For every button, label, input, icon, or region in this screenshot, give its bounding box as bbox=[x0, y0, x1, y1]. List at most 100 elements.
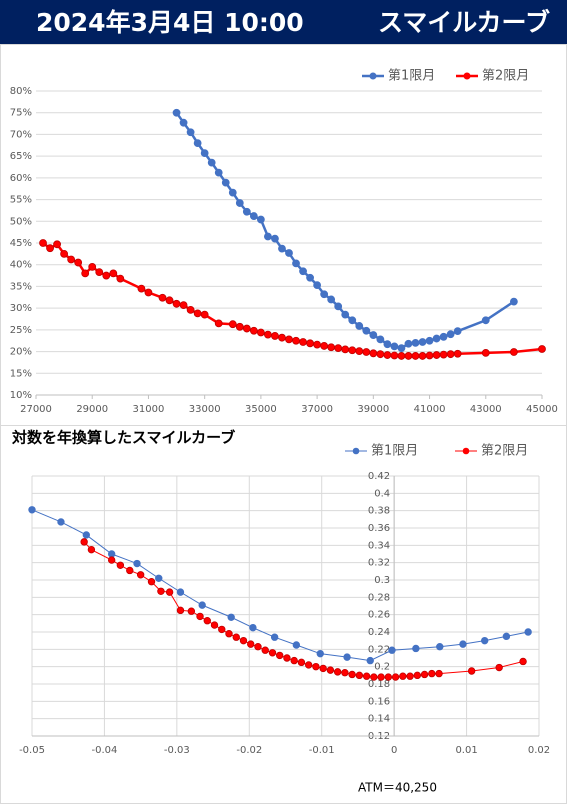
data-point bbox=[299, 338, 307, 346]
data-point bbox=[313, 340, 322, 349]
y-tick-label: 35% bbox=[10, 281, 32, 292]
data-point bbox=[397, 344, 406, 352]
data-point bbox=[446, 350, 455, 359]
y-tick-label: 30% bbox=[10, 303, 32, 314]
header-bar bbox=[0, 0, 567, 44]
x-tick-label: 0.02 bbox=[528, 745, 550, 756]
data-point bbox=[227, 613, 235, 621]
data-point bbox=[264, 232, 272, 241]
y-tick-label: 0.22 bbox=[368, 644, 390, 655]
data-point bbox=[198, 601, 206, 609]
data-point bbox=[256, 328, 265, 337]
data-point bbox=[207, 158, 216, 167]
x-tick-label: 45000 bbox=[526, 404, 558, 415]
data-point bbox=[221, 178, 230, 187]
data-point bbox=[316, 649, 324, 658]
data-point bbox=[388, 646, 396, 654]
data-point bbox=[404, 352, 413, 360]
data-point bbox=[502, 632, 511, 641]
data-point bbox=[144, 288, 153, 297]
y-tick-label: 75% bbox=[10, 108, 32, 119]
data-point bbox=[214, 168, 223, 177]
data-point bbox=[179, 301, 188, 310]
data-point bbox=[495, 663, 503, 672]
data-point bbox=[327, 295, 336, 304]
data-point bbox=[172, 299, 181, 308]
y-tick-label: 0.18 bbox=[368, 679, 390, 690]
data-point bbox=[254, 643, 262, 651]
data-point bbox=[418, 338, 427, 346]
x-tick-label: -0.02 bbox=[236, 745, 262, 756]
data-point bbox=[136, 571, 145, 579]
chart-frame bbox=[0, 44, 567, 426]
x-tick-label: -0.05 bbox=[19, 745, 45, 756]
data-point bbox=[46, 244, 54, 253]
data-point bbox=[390, 342, 399, 351]
data-point bbox=[60, 249, 69, 258]
data-point bbox=[102, 271, 111, 280]
annotation: ATM＝40,250 bbox=[358, 781, 437, 795]
data-point bbox=[107, 550, 116, 558]
data-point bbox=[193, 139, 202, 148]
data-point bbox=[383, 351, 392, 359]
header-date: 2024年3月4日 10:00 bbox=[36, 8, 304, 37]
data-point bbox=[362, 326, 371, 335]
legend-label: 第2限月 bbox=[482, 69, 529, 84]
data-point bbox=[369, 331, 378, 339]
data-point bbox=[313, 281, 322, 290]
data-point bbox=[425, 336, 434, 345]
data-point bbox=[341, 669, 349, 677]
data-point bbox=[137, 284, 146, 293]
data-point bbox=[327, 343, 336, 352]
data-point bbox=[348, 346, 357, 355]
data-point bbox=[95, 268, 104, 276]
data-point bbox=[306, 273, 314, 282]
data-point bbox=[116, 274, 125, 283]
data-point bbox=[366, 656, 374, 665]
data-point bbox=[187, 607, 196, 615]
y-tick-label: 0.42 bbox=[368, 471, 390, 482]
y-tick-label: 25% bbox=[10, 325, 32, 336]
data-point bbox=[412, 644, 420, 653]
data-point bbox=[459, 640, 467, 648]
data-point bbox=[235, 322, 244, 331]
data-point bbox=[436, 643, 444, 651]
data-point bbox=[297, 658, 306, 667]
data-point bbox=[179, 118, 188, 127]
y-tick-label: 0.28 bbox=[368, 592, 390, 603]
data-point bbox=[271, 332, 279, 340]
data-point bbox=[355, 347, 364, 356]
data-point bbox=[439, 350, 448, 359]
x-tick-label: 39000 bbox=[357, 404, 389, 415]
data-point bbox=[453, 327, 462, 336]
y-tick-label: 15% bbox=[10, 368, 32, 379]
y-tick-label: 80% bbox=[10, 86, 32, 97]
y-tick-label: 70% bbox=[10, 129, 32, 140]
y-tick-label: 0.2 bbox=[374, 662, 390, 673]
data-point bbox=[348, 670, 356, 679]
data-point bbox=[218, 625, 226, 634]
data-point bbox=[432, 334, 441, 343]
data-point bbox=[256, 215, 265, 224]
legend-marker bbox=[462, 447, 470, 455]
y-tick-label: 0.26 bbox=[368, 610, 390, 621]
x-tick-label: -0.01 bbox=[309, 745, 335, 756]
data-point bbox=[418, 352, 427, 360]
data-point bbox=[242, 324, 251, 333]
data-point bbox=[376, 335, 385, 344]
data-point bbox=[193, 309, 202, 318]
data-point bbox=[232, 633, 240, 641]
data-point bbox=[107, 556, 116, 564]
data-point bbox=[453, 349, 462, 358]
data-point bbox=[306, 339, 314, 348]
x-tick-label: 0.01 bbox=[455, 745, 477, 756]
legend-marker bbox=[463, 72, 471, 80]
data-point bbox=[326, 666, 335, 674]
data-point bbox=[341, 310, 350, 319]
data-point bbox=[480, 636, 489, 645]
data-point bbox=[186, 128, 195, 137]
header-title: スマイルカーブ bbox=[378, 8, 550, 37]
data-point bbox=[283, 654, 291, 662]
data-point bbox=[399, 672, 407, 680]
